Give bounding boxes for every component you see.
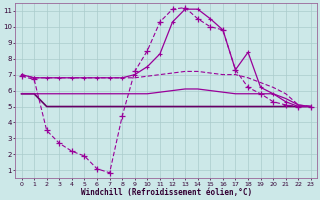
X-axis label: Windchill (Refroidissement éolien,°C): Windchill (Refroidissement éolien,°C) (81, 188, 252, 197)
